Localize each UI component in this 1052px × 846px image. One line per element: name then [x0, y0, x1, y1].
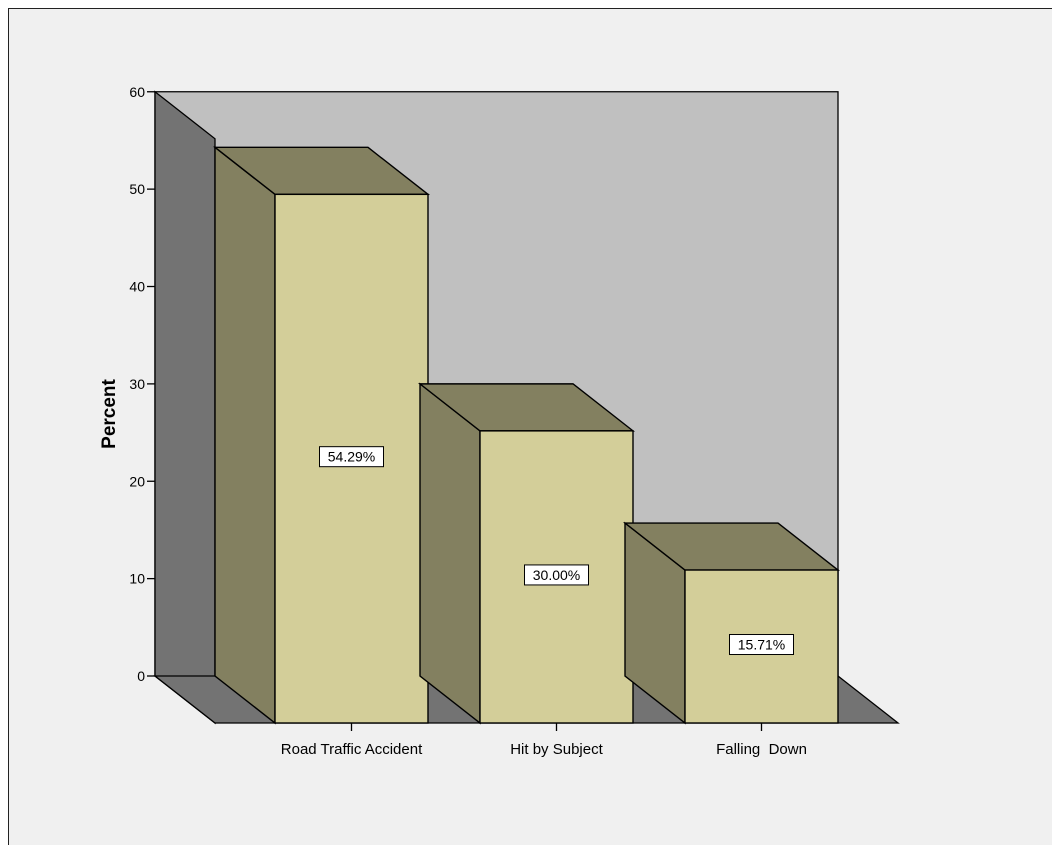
y-tick-label: 0	[137, 668, 145, 684]
bar: 15.71%	[622, 521, 841, 725]
bar: 30.00%	[417, 382, 636, 725]
bars: 54.29% 30.00% 15.71%	[212, 145, 841, 725]
bar-side	[214, 145, 276, 725]
y-tick-label: 50	[129, 181, 145, 197]
bar: 54.29%	[212, 145, 431, 725]
x-tick-label: Falling Down	[716, 741, 807, 758]
data-label: 15.71%	[738, 637, 785, 653]
bar-chart: 0 10 20 30 40 50 60 Percent 54.29% 30.00% 15.71%…	[99, 84, 900, 758]
data-label: 54.29%	[328, 449, 375, 465]
side-wall	[154, 90, 216, 725]
y-tick-label: 60	[129, 84, 145, 100]
data-label-box	[319, 446, 384, 468]
y-tick-label: 10	[129, 571, 145, 587]
y-tick-label: 40	[129, 279, 145, 295]
y-axis: 0 10 20 30 40 50 60	[129, 84, 155, 684]
x-axis: Road Traffic Accident Hit by Subject Falli…	[281, 723, 807, 758]
y-tick-label: 30	[129, 376, 145, 392]
x-tick-label: Hit by Subject	[510, 741, 603, 758]
y-tick-label: 20	[129, 473, 145, 489]
y-axis-label: Percent	[99, 378, 120, 448]
data-label-box	[524, 564, 589, 586]
data-label-box	[729, 634, 794, 656]
x-tick-label: Road Traffic Accident	[281, 741, 423, 758]
data-label: 30.00%	[533, 567, 580, 583]
bar-side	[419, 382, 481, 725]
chart-frame: 0 10 20 30 40 50 60 Percent 54.29% 30.00% 15.71%…	[8, 8, 1052, 845]
